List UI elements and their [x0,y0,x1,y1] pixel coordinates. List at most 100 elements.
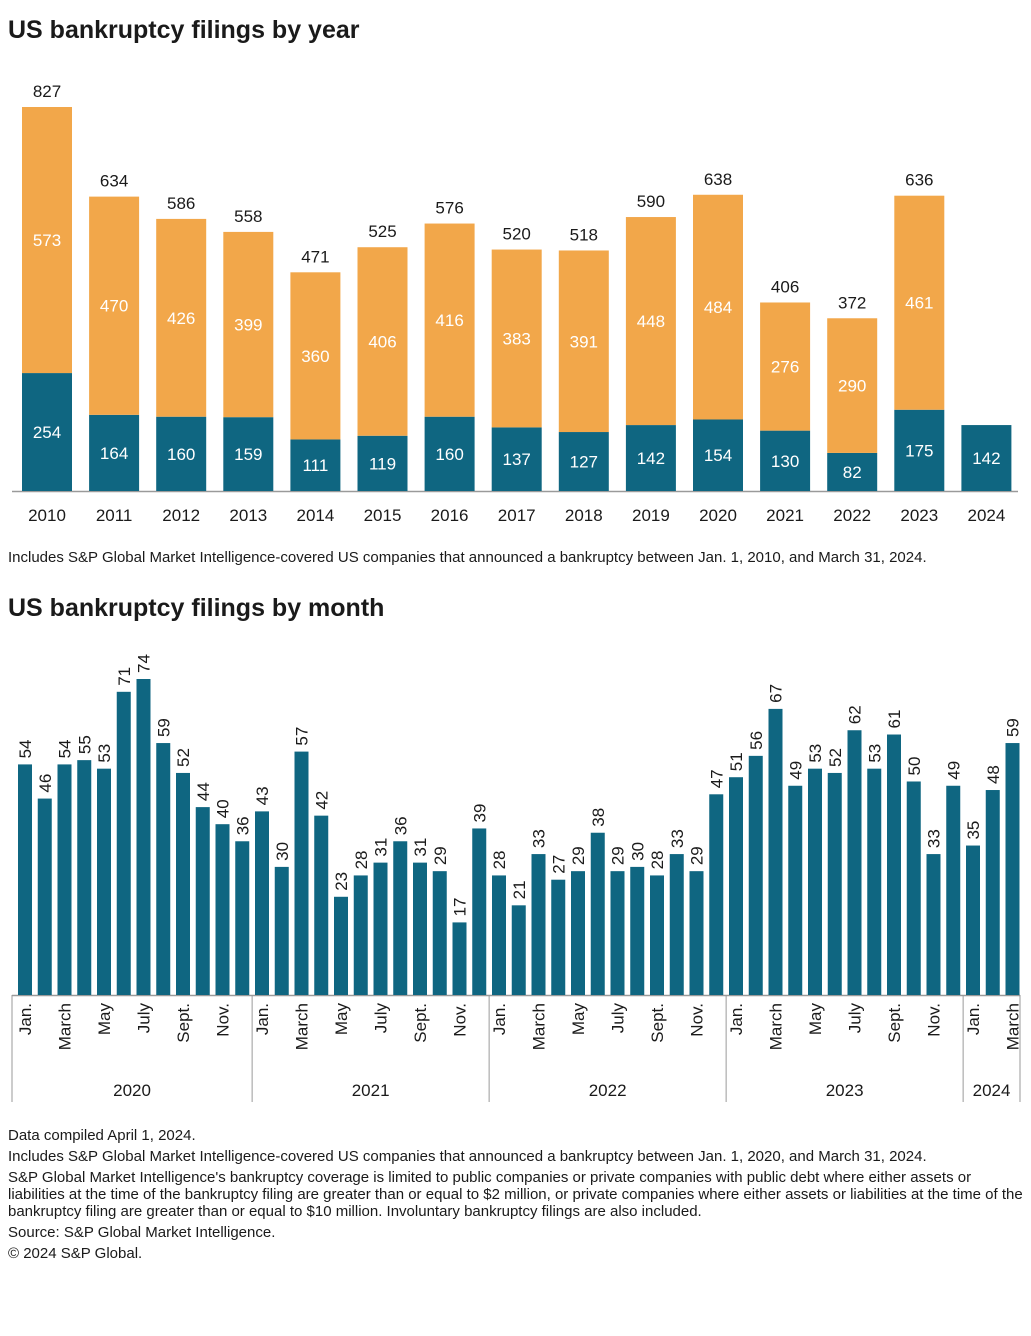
data-label-2010-orange: 573 [33,231,61,250]
month-data-label-4: 53 [95,744,114,763]
month-bar-48 [966,845,980,995]
month-tick-label-48: Jan. [964,1003,983,1035]
month-bar-17 [353,875,368,995]
x-tick-label-2016: 2016 [431,506,469,525]
bar-segment-2010-teal [22,373,72,491]
month-data-label-18: 31 [372,838,391,857]
month-data-label-22: 17 [451,897,470,916]
month-data-label-31: 30 [628,842,647,861]
month-data-label-50: 59 [1004,718,1023,737]
data-label-2012-orange: 426 [167,309,195,328]
month-bar-12 [255,811,269,995]
month-data-label-0: 54 [16,739,35,758]
month-tick-label-24: Jan. [490,1003,509,1035]
bar-segment-2017-orange [491,249,542,428]
data-label-2015-orange: 406 [368,332,396,351]
month-bar-28 [571,871,585,995]
month-bar-1 [37,798,52,995]
x-tick-label-2011: 2011 [96,506,133,525]
month-data-label-2: 54 [56,739,75,758]
month-bar-11 [235,841,250,995]
bar-segment-2022-orange [827,318,878,453]
data-label-2018-orange: 391 [570,332,598,351]
data-label-2021-orange: 276 [771,358,799,377]
year-group-label-2023: 2023 [826,1081,864,1100]
month-data-label-14: 57 [293,727,312,746]
month-data-label-24: 28 [490,851,509,870]
bar-segment-2022-teal [827,452,878,491]
x-tick-label-2013: 2013 [229,506,267,525]
month-bar-5 [116,691,131,995]
month-data-label-47: 49 [944,761,963,780]
data-label-2024-teal: 142 [972,449,1000,468]
month-bar-8 [176,772,190,995]
bar-segment-2018-orange [558,250,609,433]
bar-segment-2014-teal [290,439,341,491]
month-bar-3 [77,760,92,995]
yearly-chart-note: Includes S&P Global Market Intelligence-… [8,549,927,566]
month-bar-16 [334,896,348,995]
month-data-label-7: 59 [154,718,173,737]
month-tick-label-6: July [135,1003,154,1034]
month-bar-29 [590,832,605,995]
data-label-2016-orange: 416 [435,311,463,330]
total-label-2015: 525 [368,222,396,241]
month-tick-label-20: Sept. [411,1003,430,1043]
bar-segment-2020-teal [693,419,743,491]
month-data-label-43: 53 [865,744,884,763]
month-data-label-9: 44 [194,782,213,801]
footer-source: Source: S&P Global Market Intelligence. [8,1224,276,1241]
bar-segment-2019-orange [625,217,676,426]
month-tick-label-0: Jan. [16,1003,35,1035]
month-data-label-46: 33 [925,829,944,848]
bar-segment-2021-orange [760,302,811,431]
month-data-label-49: 48 [984,765,1003,784]
data-label-2012-teal: 160 [167,445,195,464]
month-data-label-27: 27 [549,855,568,874]
month-tick-label-26: March [530,1003,549,1050]
data-label-2017-teal: 137 [503,450,531,469]
month-data-label-12: 43 [253,786,272,805]
month-bar-4 [97,768,111,995]
data-label-2011-teal: 164 [100,444,128,463]
year-group-label-2021: 2021 [352,1081,390,1100]
year-group-label-2020: 2020 [113,1081,151,1100]
data-label-2022-orange: 290 [838,377,866,396]
month-tick-label-32: Sept. [648,1003,667,1043]
month-data-label-20: 31 [411,838,430,857]
month-bar-27 [551,879,566,995]
month-bar-37 [748,755,763,995]
month-data-label-38: 67 [767,684,786,703]
month-data-label-6: 74 [135,654,154,673]
month-data-label-45: 50 [905,757,924,776]
data-label-2013-orange: 399 [234,316,262,335]
x-tick-label-2021: 2021 [766,506,804,525]
bar-segment-2019-teal [625,425,676,491]
month-tick-label-40: May [806,1003,825,1036]
month-bar-38 [768,708,783,995]
bar-segment-2018-teal [558,432,609,491]
month-tick-label-16: May [332,1003,351,1036]
bar-segment-2010-orange [22,107,72,374]
data-label-2016-teal: 160 [435,445,463,464]
total-label-2022: 372 [838,293,866,312]
month-bar-21 [432,871,447,995]
month-data-label-36: 51 [727,752,746,771]
bar-segment-2021-teal [760,430,811,491]
month-tick-label-46: Nov. [925,1003,944,1037]
year-group-label-2022: 2022 [589,1081,627,1100]
bar-segment-2020-orange [693,194,743,420]
data-label-2014-teal: 111 [302,456,328,475]
data-label-2018-teal: 127 [570,453,598,472]
month-bar-41 [827,772,842,995]
month-data-label-30: 29 [609,846,628,865]
x-tick-label-2018: 2018 [565,506,603,525]
month-data-label-42: 62 [846,705,865,724]
bar-segment-2013-orange [223,231,274,418]
month-data-label-28: 29 [569,846,588,865]
x-tick-label-2024: 2024 [967,506,1005,525]
month-data-label-32: 28 [648,851,667,870]
data-label-2019-orange: 448 [637,312,665,331]
data-label-2017-orange: 383 [503,329,531,348]
month-data-label-10: 40 [214,799,233,818]
